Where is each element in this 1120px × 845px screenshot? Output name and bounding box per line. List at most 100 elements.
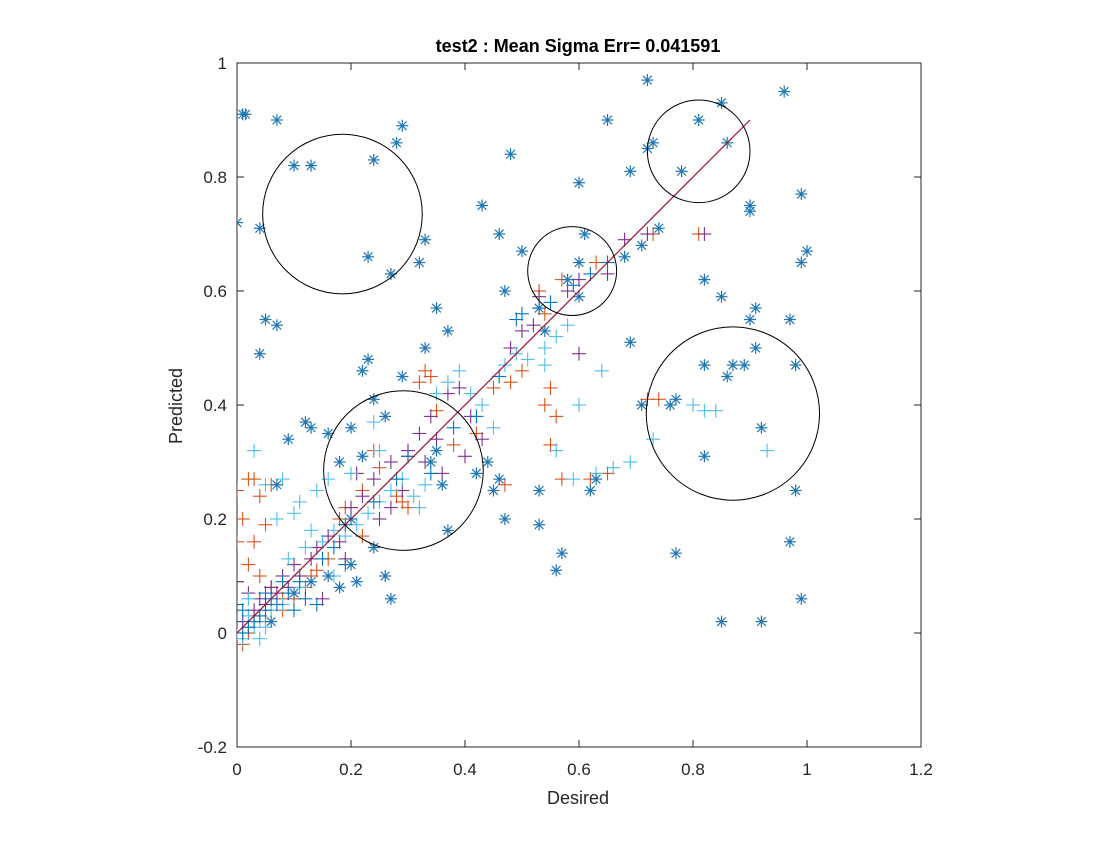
- star-marker: [333, 581, 346, 594]
- star-marker: [322, 570, 335, 582]
- plus-marker: [321, 472, 336, 487]
- plus-marker: [503, 375, 518, 390]
- plus-marker: [543, 295, 558, 310]
- plus-marker: [543, 380, 558, 395]
- star-marker: [419, 342, 432, 354]
- plus-marker: [543, 437, 558, 452]
- star-marker: [795, 592, 808, 605]
- plus-marker: [412, 375, 427, 390]
- star-marker: [413, 256, 426, 269]
- star-marker: [270, 478, 283, 491]
- star-marker: [692, 114, 705, 126]
- star-marker: [755, 615, 768, 628]
- star-marker: [721, 370, 734, 383]
- plus-marker: [237, 603, 250, 618]
- star-marker: [573, 256, 585, 269]
- star-marker: [356, 364, 369, 377]
- star-marker: [601, 114, 614, 126]
- star-marker: [669, 547, 682, 560]
- plus-marker: [258, 620, 273, 635]
- x-tick-label: 1: [802, 760, 811, 779]
- plus-marker: [241, 591, 256, 606]
- plus-marker: [247, 443, 262, 458]
- star-marker: [476, 199, 489, 212]
- plus-marker: [309, 563, 324, 578]
- star-marker: [698, 359, 711, 372]
- plus-marker: [760, 443, 775, 458]
- star-marker: [350, 575, 363, 588]
- star-marker: [239, 108, 252, 121]
- star-marker: [795, 256, 808, 269]
- star-marker: [578, 228, 591, 240]
- plus-marker: [606, 460, 621, 475]
- star-marker: [783, 313, 796, 326]
- chart-title: test2 : Mean Sigma Err= 0.041591: [436, 36, 721, 56]
- plus-marker: [315, 551, 330, 566]
- plus-marker: [252, 631, 267, 646]
- star-marker: [419, 233, 432, 246]
- plus-marker: [258, 586, 273, 601]
- plus-marker: [423, 369, 438, 384]
- plus-marker: [252, 608, 267, 623]
- plus-marker: [423, 466, 438, 481]
- plus-marker: [326, 540, 341, 555]
- plus-marker: [594, 363, 609, 378]
- plus-marker: [292, 574, 307, 589]
- star-marker: [282, 433, 295, 446]
- plus-marker: [315, 591, 330, 606]
- plus-marker: [646, 432, 661, 447]
- star-marker: [265, 615, 278, 628]
- plus-marker: [572, 346, 586, 361]
- plus-marker: [458, 449, 472, 464]
- star-marker: [270, 319, 283, 332]
- plus-marker: [361, 506, 376, 521]
- star-marker: [801, 245, 813, 258]
- star-marker: [795, 188, 808, 201]
- star-marker: [561, 273, 574, 286]
- plus-marker: [515, 363, 529, 378]
- star-marker: [299, 416, 312, 429]
- plus-marker: [440, 375, 455, 390]
- star-marker: [379, 410, 392, 423]
- plus-marker: [281, 551, 296, 566]
- y-tick-label: 1: [218, 54, 227, 73]
- sigma-circle: [323, 390, 484, 551]
- plus-marker: [298, 591, 313, 606]
- star-marker: [498, 285, 511, 297]
- y-tick-label: 0.6: [203, 282, 227, 301]
- y-tick-label: 0.4: [203, 396, 227, 415]
- plus-marker: [372, 443, 387, 458]
- plus-marker: [452, 363, 467, 378]
- plus-marker: [298, 540, 313, 555]
- plus-marker: [515, 323, 529, 338]
- y-tick-label: 0.8: [203, 168, 227, 187]
- plus-marker: [309, 597, 324, 612]
- plus-marker: [423, 409, 438, 424]
- star-marker: [367, 393, 380, 406]
- plus-marker: [572, 398, 586, 412]
- star-marker: [362, 250, 375, 263]
- plus-marker: [623, 455, 638, 469]
- plus-marker: [315, 534, 330, 549]
- plus-marker: [486, 420, 501, 435]
- star-marker: [305, 159, 318, 172]
- star-marker: [333, 456, 346, 468]
- plus-marker: [237, 574, 244, 589]
- star-marker: [441, 524, 454, 537]
- star-marker: [624, 165, 637, 178]
- star-marker: [738, 359, 751, 372]
- star-marker: [635, 239, 648, 252]
- y-tick-label: 0: [218, 624, 227, 643]
- plus-marker: [287, 603, 301, 618]
- plus-marker: [560, 284, 575, 298]
- star-marker: [744, 205, 756, 218]
- plus-marker: [503, 341, 518, 355]
- plus-marker: [469, 409, 484, 424]
- plus-marker: [321, 529, 336, 544]
- plus-marker: [326, 523, 341, 538]
- plus-marker: [247, 534, 262, 549]
- plus-marker: [708, 403, 723, 418]
- star-marker: [590, 473, 603, 486]
- plus-marker: [486, 380, 501, 395]
- plus-marker: [287, 557, 301, 572]
